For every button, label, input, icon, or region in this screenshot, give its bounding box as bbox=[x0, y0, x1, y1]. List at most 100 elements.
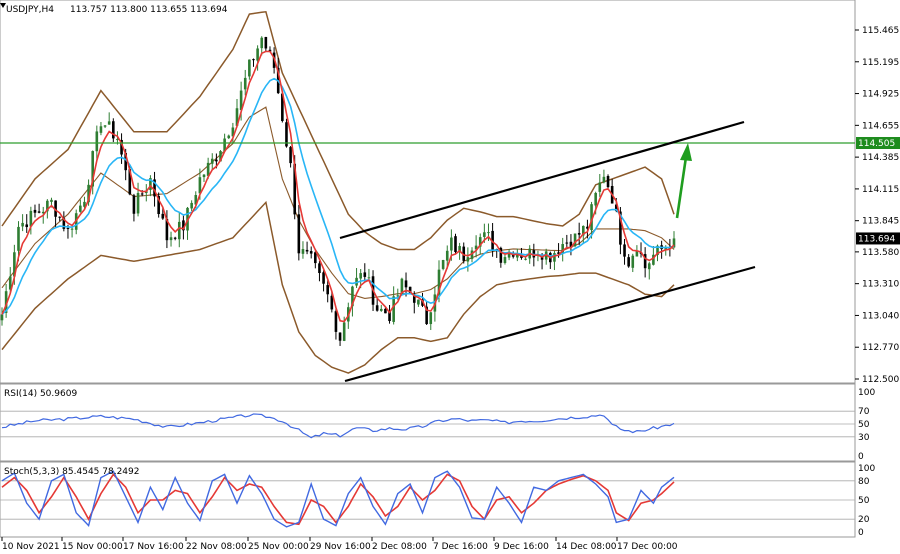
collapse-triangle-icon[interactable] bbox=[0, 3, 6, 8]
candle-body bbox=[136, 192, 140, 214]
rsi-panel-frame bbox=[0, 383, 856, 462]
candle-body bbox=[149, 178, 152, 190]
candle-body bbox=[466, 257, 470, 262]
candle-body bbox=[359, 273, 362, 279]
candle-body bbox=[491, 230, 494, 250]
price-tick-label: 112.500 bbox=[862, 375, 899, 385]
price-tick-label: 115.195 bbox=[862, 58, 899, 68]
stoch-main-line bbox=[1, 470, 675, 528]
time-tick-label: 17 Dec 00:00 bbox=[617, 542, 678, 552]
candle-body bbox=[62, 218, 66, 229]
channel-lower-line[interactable] bbox=[344, 265, 756, 383]
candle-body bbox=[293, 163, 297, 215]
time-tick-label: 17 Nov 16:00 bbox=[123, 542, 184, 552]
candle-body bbox=[437, 269, 441, 296]
price-tick-label: 114.655 bbox=[862, 121, 899, 131]
candle-body bbox=[227, 135, 231, 139]
candle-body bbox=[239, 90, 243, 111]
candle-body bbox=[417, 299, 420, 305]
candle-body bbox=[314, 252, 317, 264]
candle-body bbox=[260, 37, 264, 49]
candle-body bbox=[507, 251, 511, 258]
candle-body bbox=[441, 259, 445, 269]
candle-body bbox=[322, 272, 325, 284]
stoch-panel-frame bbox=[0, 461, 856, 538]
candle-body bbox=[281, 93, 284, 121]
candle-body bbox=[392, 296, 395, 322]
price-tick-label: 113.040 bbox=[862, 311, 899, 321]
candle-body bbox=[206, 162, 210, 176]
candle-body bbox=[590, 204, 593, 231]
channel-upper-line[interactable] bbox=[339, 120, 745, 240]
candle-body bbox=[412, 294, 416, 303]
candle-body bbox=[598, 182, 602, 192]
time-tick-label: 29 Nov 16:00 bbox=[310, 542, 371, 552]
candle-body bbox=[41, 211, 45, 214]
candle-body bbox=[198, 177, 202, 194]
level-price-tag: 114.505 bbox=[856, 136, 900, 149]
rsi-title: RSI(14) 50.9609 bbox=[4, 389, 77, 399]
candle-body bbox=[664, 247, 668, 251]
candle-body bbox=[594, 192, 597, 206]
candle-body bbox=[557, 252, 560, 255]
indicator-tick-label: 100 bbox=[858, 388, 875, 398]
indicator-tick-label: 80 bbox=[858, 477, 870, 487]
candle-body bbox=[252, 59, 255, 61]
candle-body bbox=[120, 139, 123, 155]
moving-averages bbox=[1, 50, 675, 323]
candle-body bbox=[264, 36, 268, 49]
candle-body bbox=[194, 195, 198, 205]
candle-body bbox=[516, 253, 519, 258]
price-tick-label: 113.310 bbox=[862, 280, 899, 290]
candle-body bbox=[91, 151, 94, 187]
candle-body bbox=[470, 250, 474, 259]
candle-body bbox=[330, 295, 334, 310]
candle-body bbox=[4, 291, 8, 313]
candle-body bbox=[223, 138, 226, 152]
candle-body bbox=[573, 233, 577, 247]
candle-body bbox=[256, 48, 259, 61]
candle-body bbox=[520, 255, 523, 258]
indicator-tick-label: 100 bbox=[858, 464, 875, 474]
candle-body bbox=[87, 184, 90, 203]
candle-body bbox=[503, 257, 507, 263]
candle-body bbox=[561, 243, 564, 254]
candle-body bbox=[190, 202, 193, 209]
current-price-label: 113.694 bbox=[858, 234, 895, 244]
candle-body bbox=[553, 253, 556, 262]
candle-body bbox=[577, 233, 581, 235]
stoch-title: Stoch(5,3,3) 85.4545 78.2492 bbox=[4, 467, 139, 477]
candle-body bbox=[635, 251, 639, 257]
candle-body bbox=[297, 214, 301, 254]
time-axis: 10 Nov 2021 15 Nov 00:00 17 Nov 16:00 22 No… bbox=[1, 537, 678, 552]
time-tick-label: 15 Nov 00:00 bbox=[62, 542, 123, 552]
bollinger-upper bbox=[1, 10, 675, 251]
candle-body bbox=[21, 222, 24, 227]
candle-body bbox=[305, 249, 309, 252]
candle-body bbox=[231, 127, 235, 137]
candle-body bbox=[619, 211, 622, 245]
candle-body bbox=[474, 245, 478, 250]
ma-slow-line bbox=[1, 77, 675, 316]
candle-body bbox=[173, 237, 177, 239]
candle-body bbox=[50, 199, 53, 202]
candle-body bbox=[375, 305, 379, 311]
candle-body bbox=[33, 209, 37, 213]
stoch-signal-line bbox=[1, 473, 675, 526]
candle-body bbox=[524, 258, 527, 260]
candle-body bbox=[248, 59, 251, 77]
candle-body bbox=[478, 237, 482, 247]
candle-body bbox=[652, 254, 655, 265]
candle-body bbox=[13, 252, 16, 277]
candle-body bbox=[396, 295, 400, 297]
rsi-line bbox=[1, 413, 675, 439]
candle-body bbox=[326, 285, 329, 295]
candle-body bbox=[458, 246, 461, 252]
candle-body bbox=[606, 176, 610, 188]
price-tick-label: 113.845 bbox=[862, 217, 899, 227]
forecast-arrow bbox=[675, 143, 692, 219]
candle-body bbox=[586, 226, 589, 229]
candle-body bbox=[177, 221, 181, 240]
